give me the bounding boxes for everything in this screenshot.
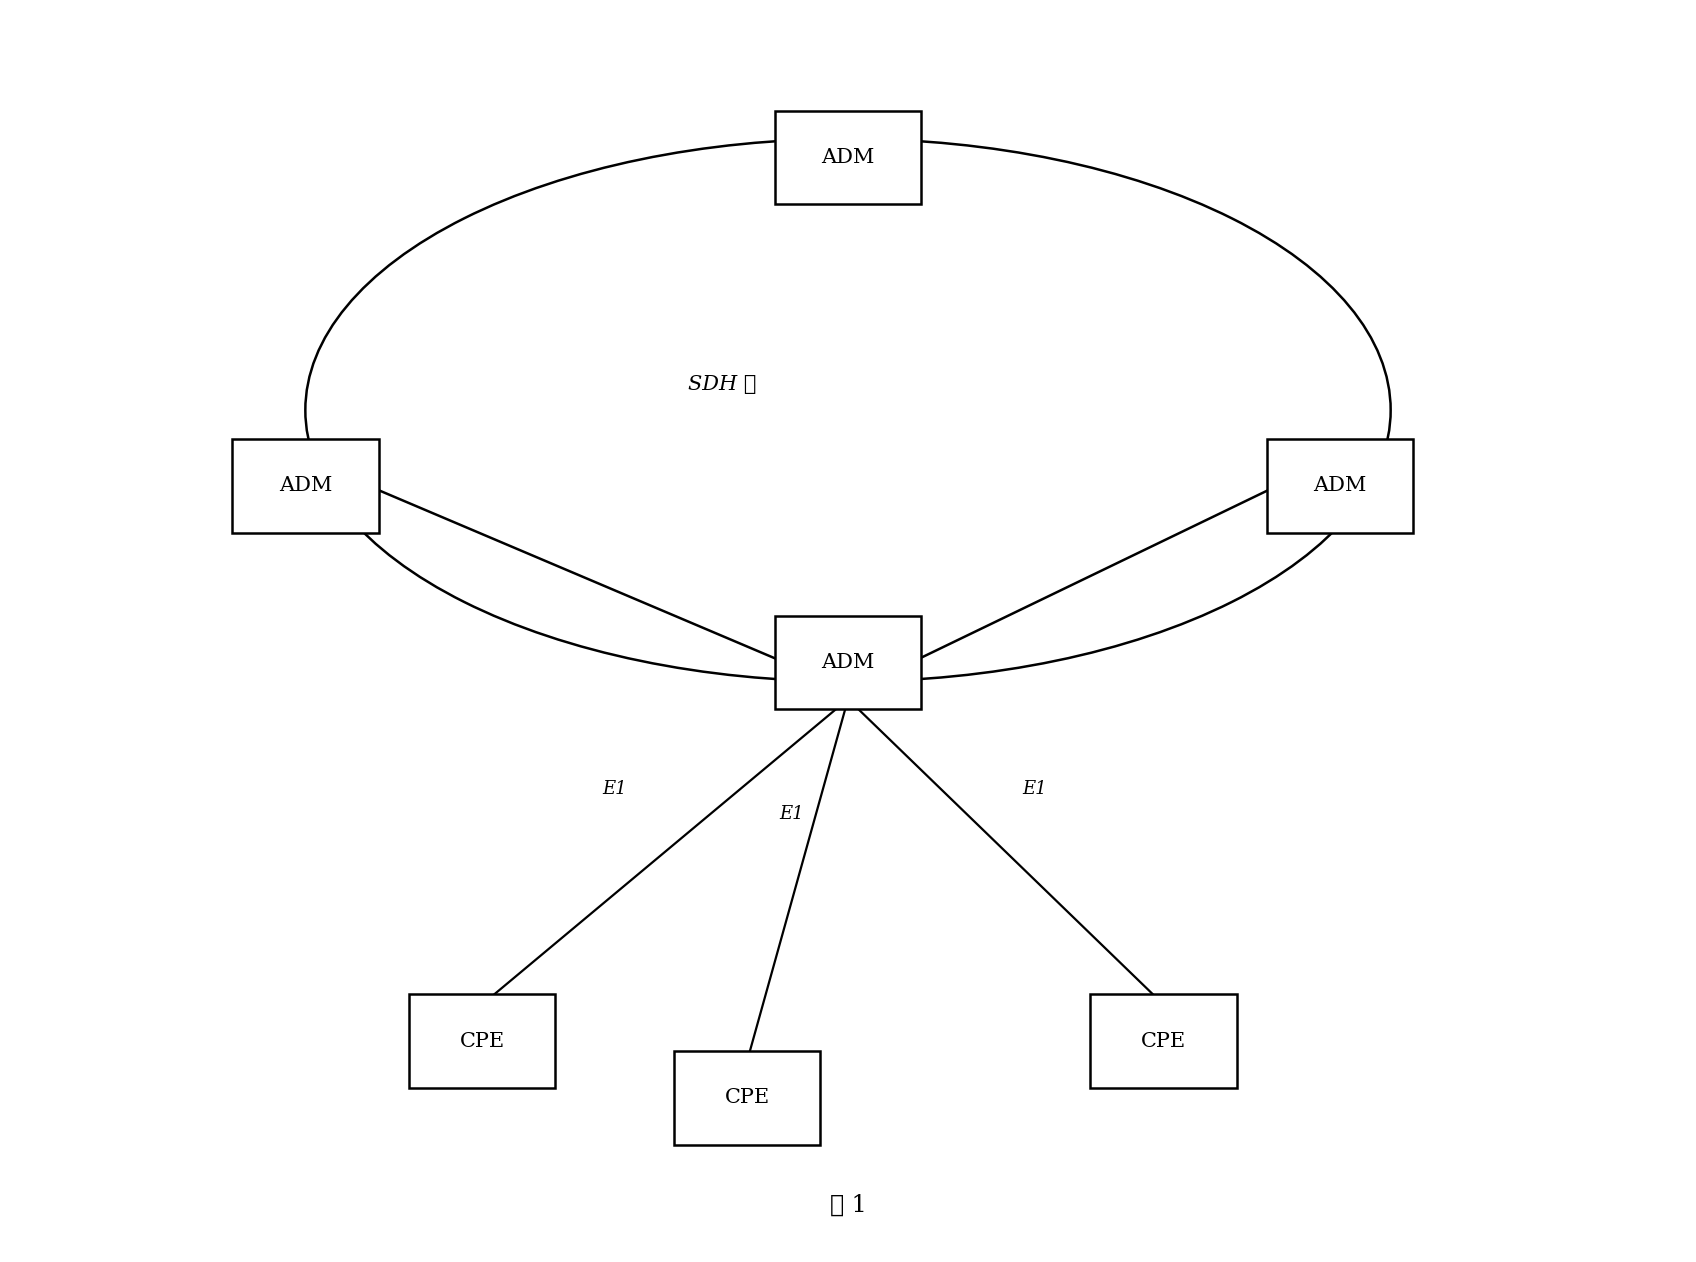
Text: E1: E1 <box>602 780 628 798</box>
FancyBboxPatch shape <box>409 994 555 1088</box>
FancyBboxPatch shape <box>673 1051 821 1145</box>
Text: SDH 环: SDH 环 <box>687 375 756 395</box>
Text: E1: E1 <box>1023 780 1046 798</box>
Text: CPE: CPE <box>1141 1031 1186 1051</box>
FancyBboxPatch shape <box>1267 439 1413 533</box>
Text: 图 1: 图 1 <box>829 1194 867 1217</box>
Text: CPE: CPE <box>724 1088 770 1108</box>
FancyBboxPatch shape <box>1091 994 1236 1088</box>
FancyBboxPatch shape <box>775 111 921 204</box>
Text: E1: E1 <box>778 805 804 823</box>
Text: ADM: ADM <box>278 476 332 496</box>
Text: ADM: ADM <box>1314 476 1367 496</box>
Text: ADM: ADM <box>821 652 875 673</box>
FancyBboxPatch shape <box>775 616 921 709</box>
Text: CPE: CPE <box>460 1031 505 1051</box>
Text: ADM: ADM <box>821 148 875 168</box>
FancyBboxPatch shape <box>232 439 378 533</box>
